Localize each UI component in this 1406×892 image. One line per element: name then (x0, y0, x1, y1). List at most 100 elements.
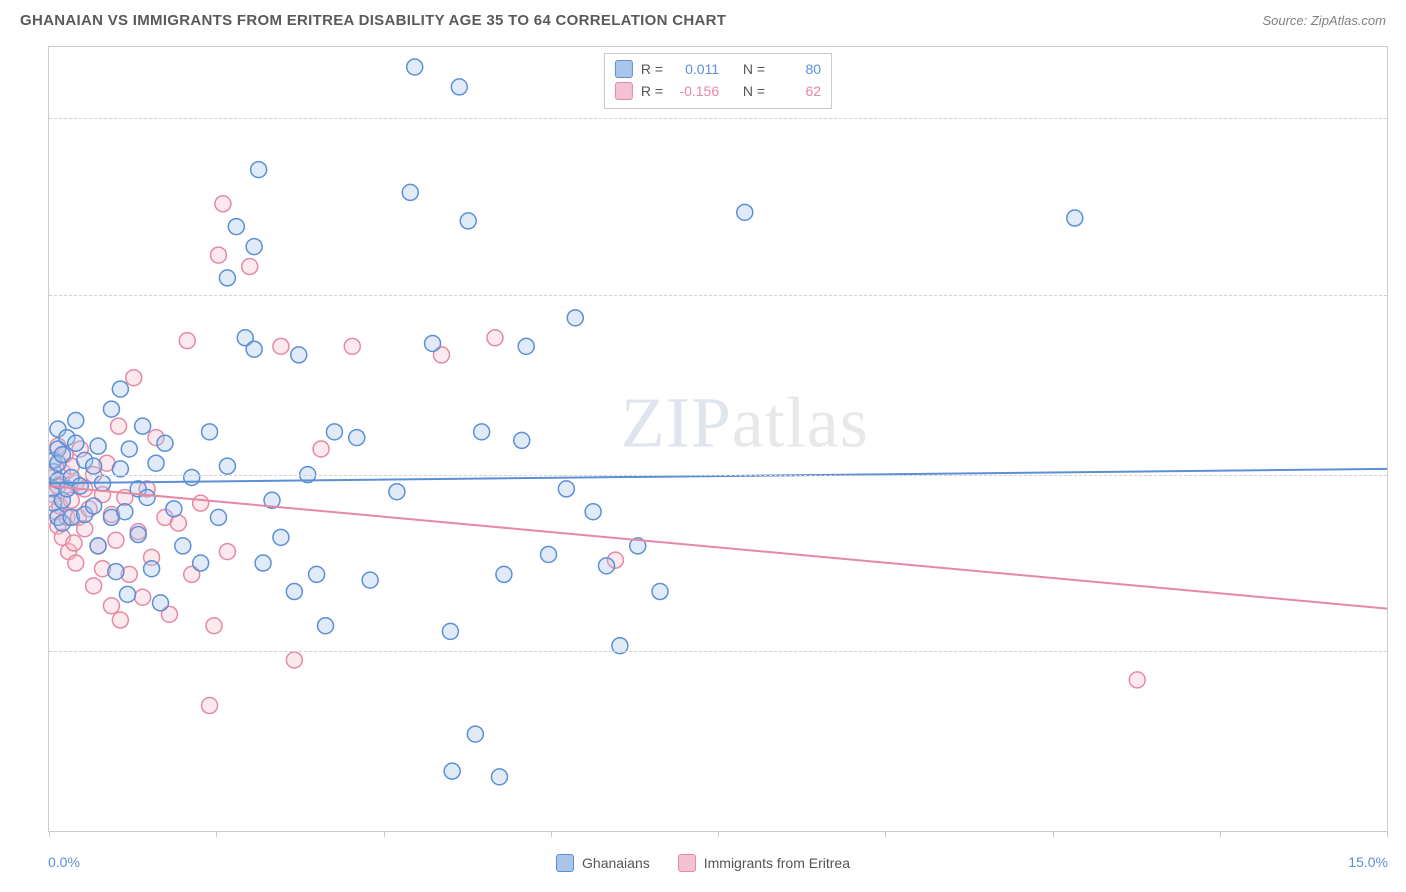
scatter-svg (49, 47, 1387, 831)
scatter-point (135, 589, 151, 605)
scatter-point (193, 555, 209, 571)
scatter-point (108, 564, 124, 580)
chart-title: GHANAIAN VS IMMIGRANTS FROM ERITREA DISA… (20, 12, 726, 29)
scatter-point (246, 341, 262, 357)
scatter-point (326, 424, 342, 440)
x-axis-min-label: 0.0% (48, 854, 80, 870)
scatter-point (153, 595, 169, 611)
scatter-point (451, 79, 467, 95)
trend-line (49, 486, 1387, 609)
scatter-point (111, 418, 127, 434)
n-label: N = (743, 61, 765, 77)
x-tick (384, 831, 385, 837)
scatter-point (514, 432, 530, 448)
x-tick (718, 831, 719, 837)
scatter-point (179, 333, 195, 349)
chart-header: GHANAIAN VS IMMIGRANTS FROM ERITREA DISA… (0, 0, 1406, 37)
scatter-point (68, 555, 84, 571)
legend-swatch (556, 854, 574, 872)
scatter-point (139, 489, 155, 505)
scatter-point (273, 529, 289, 545)
scatter-point (318, 618, 334, 634)
scatter-point (108, 532, 124, 548)
scatter-point (313, 441, 329, 457)
gridline-h (49, 295, 1387, 296)
legend-item: Immigrants from Eritrea (678, 854, 850, 872)
legend-bottom: Ghanaians Immigrants from Eritrea (556, 854, 850, 872)
x-tick (885, 831, 886, 837)
scatter-point (68, 435, 84, 451)
scatter-point (291, 347, 307, 363)
series-swatch (615, 82, 633, 100)
scatter-point (103, 401, 119, 417)
y-tick-label: 18.8% (1395, 287, 1406, 303)
scatter-point (286, 584, 302, 600)
scatter-point (103, 598, 119, 614)
r-label: R = (641, 83, 663, 99)
x-tick (551, 831, 552, 837)
scatter-point (144, 561, 160, 577)
scatter-point (474, 424, 490, 440)
scatter-point (496, 566, 512, 582)
scatter-point (130, 527, 146, 543)
scatter-point (652, 584, 668, 600)
scatter-point (402, 184, 418, 200)
scatter-point (68, 412, 84, 428)
scatter-point (255, 555, 271, 571)
scatter-point (206, 618, 222, 634)
scatter-point (121, 441, 137, 457)
scatter-point (210, 247, 226, 263)
scatter-point (157, 435, 173, 451)
scatter-point (286, 652, 302, 668)
scatter-point (86, 458, 102, 474)
scatter-point (112, 612, 128, 628)
scatter-point (1067, 210, 1083, 226)
legend-item: Ghanaians (556, 854, 650, 872)
scatter-point (442, 623, 458, 639)
chart-source: Source: ZipAtlas.com (1262, 13, 1386, 28)
stats-row: R = -0.156 N = 62 (615, 80, 821, 102)
stats-legend-box: R =0.011 N =80R =-0.156 N =62 (604, 53, 832, 109)
scatter-point (117, 504, 133, 520)
scatter-point (66, 535, 82, 551)
x-axis-max-label: 15.0% (1348, 854, 1388, 870)
scatter-point (518, 338, 534, 354)
scatter-point (407, 59, 423, 75)
scatter-point (166, 501, 182, 517)
gridline-h (49, 475, 1387, 476)
scatter-point (242, 259, 258, 275)
scatter-point (193, 495, 209, 511)
scatter-point (541, 546, 557, 562)
n-label: N = (743, 83, 765, 99)
scatter-point (460, 213, 476, 229)
scatter-point (246, 239, 262, 255)
legend-label: Ghanaians (582, 855, 650, 871)
scatter-point (389, 484, 405, 500)
scatter-point (558, 481, 574, 497)
scatter-point (309, 566, 325, 582)
scatter-point (148, 455, 164, 471)
scatter-point (491, 769, 507, 785)
scatter-point (737, 204, 753, 220)
gridline-h (49, 651, 1387, 652)
scatter-point (251, 162, 267, 178)
n-value: 62 (773, 83, 821, 99)
scatter-point (202, 698, 218, 714)
scatter-point (54, 447, 70, 463)
source-link[interactable]: ZipAtlas.com (1311, 13, 1386, 28)
legend-label: Immigrants from Eritrea (704, 855, 850, 871)
scatter-point (86, 498, 102, 514)
scatter-point (126, 370, 142, 386)
scatter-point (273, 338, 289, 354)
y-tick-label: 25.0% (1395, 110, 1406, 126)
r-value: 0.011 (671, 61, 719, 77)
scatter-point (184, 469, 200, 485)
scatter-point (585, 504, 601, 520)
r-value: -0.156 (671, 83, 719, 99)
scatter-point (1129, 672, 1145, 688)
scatter-point (228, 219, 244, 235)
y-tick-label: 12.5% (1395, 467, 1406, 483)
scatter-point (210, 509, 226, 525)
legend-swatch (678, 854, 696, 872)
scatter-point (362, 572, 378, 588)
